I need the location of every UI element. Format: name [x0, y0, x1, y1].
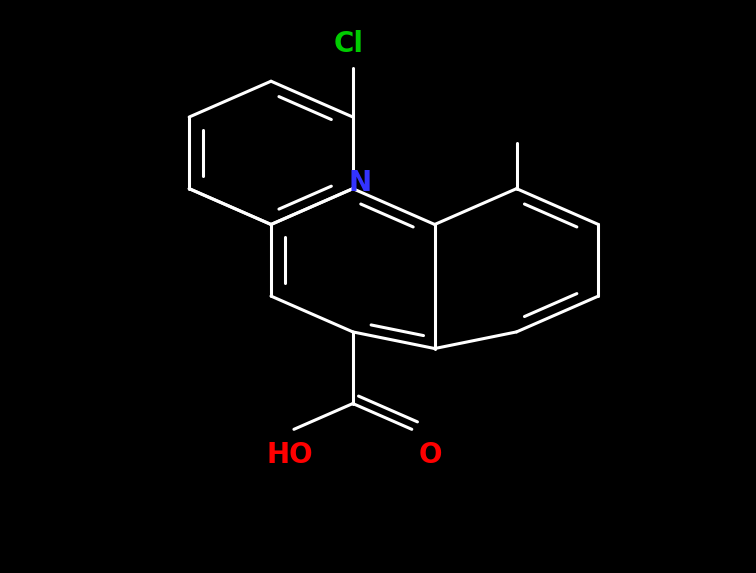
Text: HO: HO	[267, 441, 314, 469]
Text: Cl: Cl	[334, 30, 364, 58]
Text: O: O	[419, 441, 442, 469]
Text: N: N	[349, 169, 372, 197]
